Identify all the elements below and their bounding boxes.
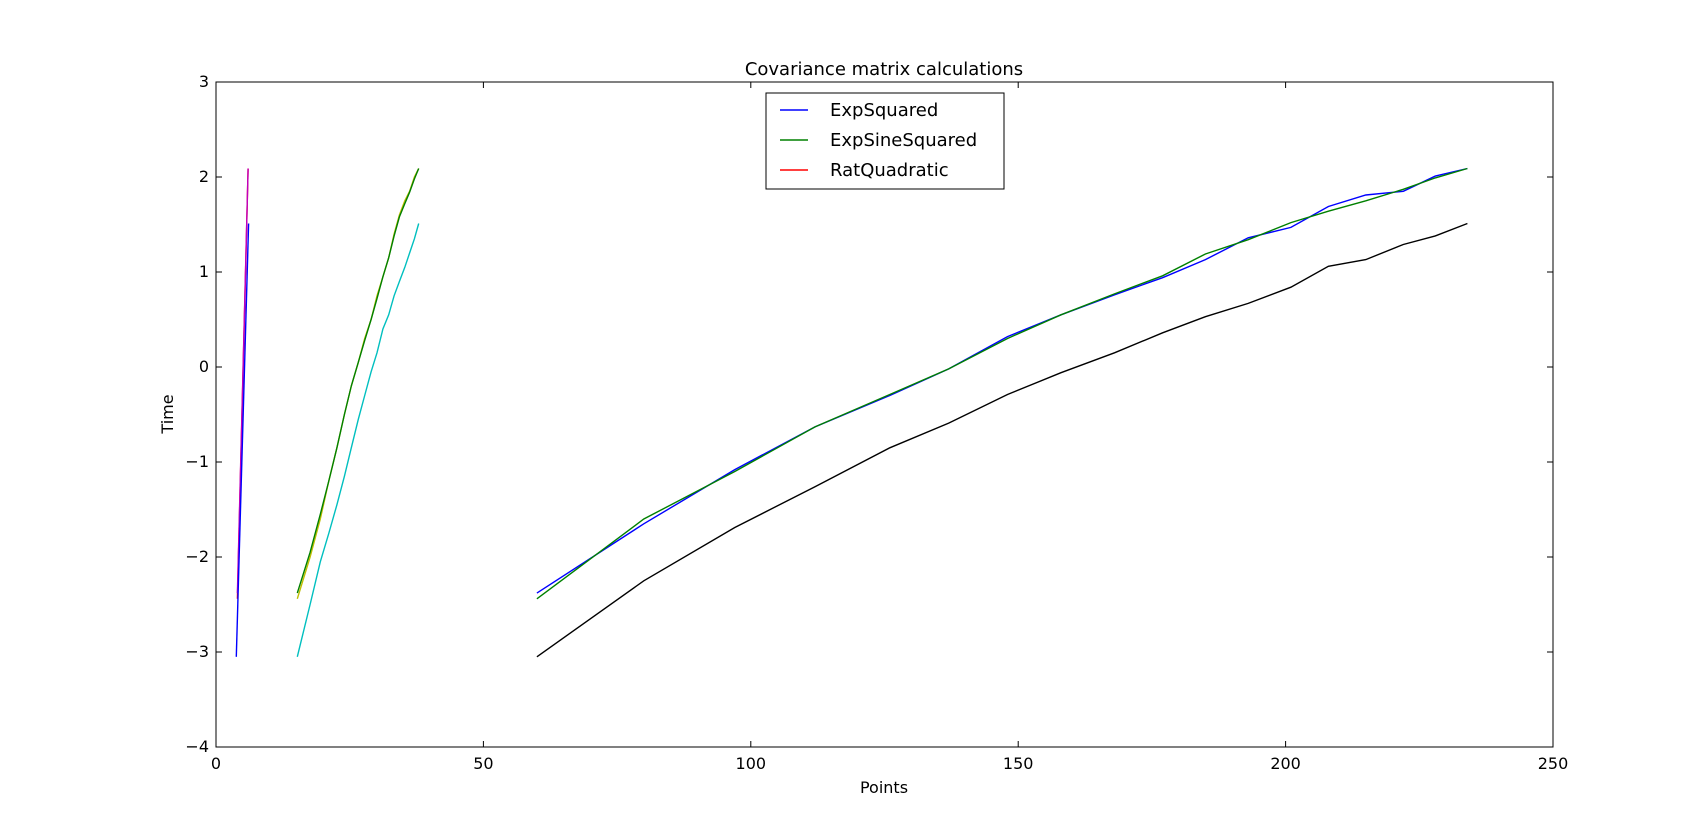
- legend-box: [765, 92, 1005, 190]
- y-tick-label: −4: [185, 737, 209, 756]
- y-tick-label: 1: [199, 262, 209, 281]
- x-axis-label: Points: [860, 778, 908, 797]
- axes-frame: [215, 81, 1554, 748]
- x-tick-label: 200: [1270, 754, 1301, 773]
- y-axis-label: Time: [158, 394, 177, 434]
- y-tick-label: 2: [199, 167, 209, 186]
- y-tick-label: 0: [199, 357, 209, 376]
- series-line-unlabeled-8: [296, 168, 420, 594]
- x-tick-label: 0: [211, 754, 221, 773]
- series-line-unlabeled-3: [536, 222, 1468, 658]
- x-tick-label: 250: [1538, 754, 1569, 773]
- y-tick-label: −2: [185, 547, 209, 566]
- legend-label: ExpSquared: [830, 100, 938, 121]
- y-tick-label: −1: [185, 452, 209, 471]
- x-tick-label: 100: [736, 754, 767, 773]
- series-line-unlabeled-7: [235, 223, 250, 657]
- series-line-unlabeled-6: [236, 168, 249, 594]
- legend-label: RatQuadratic: [830, 160, 949, 181]
- x-tick-label: 150: [1003, 754, 1034, 773]
- y-tick-label: −3: [185, 642, 209, 661]
- chart-title: Covariance matrix calculations: [745, 59, 1023, 80]
- x-tick-label: 50: [473, 754, 493, 773]
- legend: ExpSquared ExpSineSquared RatQuadratic: [765, 92, 1005, 190]
- series-line-expsinesquared: [536, 167, 1468, 600]
- legend-label: ExpSineSquared: [830, 130, 977, 151]
- series-line-unlabeled-4: [296, 223, 420, 657]
- y-tick-label: 3: [199, 72, 209, 91]
- plot-area: 0 50 100 150 200 250 −4 −3 −2 −1 0 1 2 3: [185, 72, 1568, 773]
